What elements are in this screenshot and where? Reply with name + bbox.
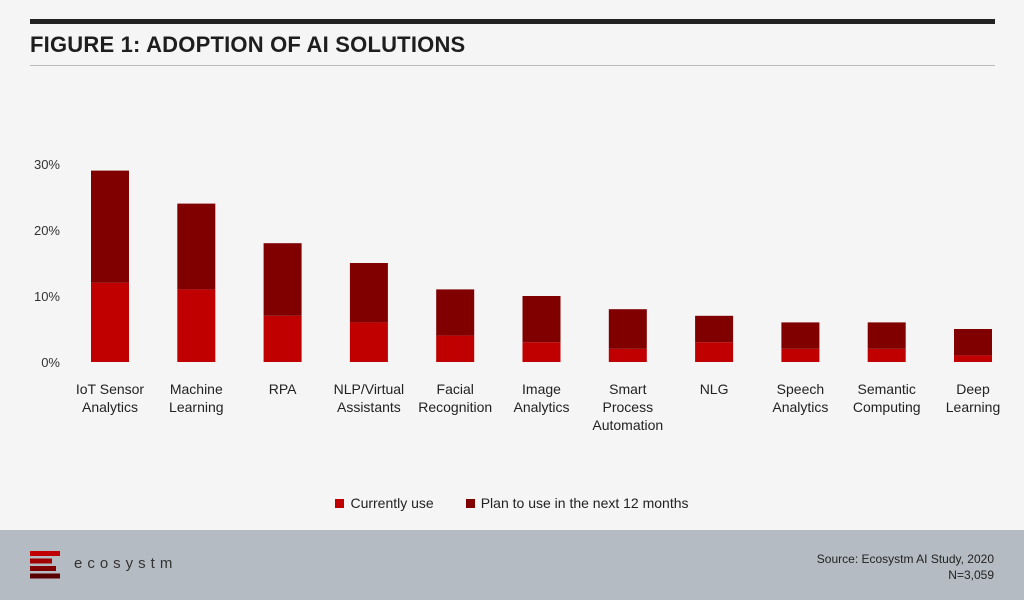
footer: ecosystm Source: Ecosystm AI Study, 2020… bbox=[0, 530, 1024, 600]
bar-currently-use bbox=[263, 315, 302, 362]
category-label: NLP/Virtual Assistants bbox=[334, 381, 405, 415]
legend: Currently use Plan to use in the next 12… bbox=[0, 495, 1024, 511]
bar-currently-use bbox=[91, 282, 129, 362]
bar-plan-to-use bbox=[695, 315, 734, 343]
category-label: Machine Learning bbox=[169, 381, 224, 415]
legend-label-currently-use: Currently use bbox=[350, 495, 434, 511]
y-tick-label: 30% bbox=[34, 157, 60, 172]
bar-currently-use bbox=[781, 348, 820, 362]
legend-item-plan-to-use: Plan to use in the next 12 months bbox=[465, 495, 689, 511]
source-text: Source: Ecosystm AI Study, 2020 bbox=[816, 552, 994, 566]
bar-currently-use bbox=[695, 342, 734, 362]
category-label: Deep Learning bbox=[946, 381, 1001, 415]
legend-swatch-currently-use bbox=[335, 498, 345, 508]
sample-size: N=3,059 bbox=[948, 568, 994, 582]
title-divider bbox=[30, 65, 995, 66]
bar-currently-use bbox=[349, 322, 388, 362]
category-label: Smart Process Automation bbox=[592, 381, 663, 433]
chart-title: FIGURE 1: ADOPTION OF AI SOLUTIONS bbox=[30, 32, 466, 57]
bar-currently-use bbox=[954, 355, 992, 362]
bar-plan-to-use bbox=[781, 322, 820, 349]
bar-plan-to-use bbox=[867, 322, 906, 349]
legend-swatch-plan-to-use bbox=[465, 498, 475, 508]
top-rule bbox=[30, 19, 995, 24]
bar-plan-to-use bbox=[91, 170, 129, 283]
ecosystm-logo-icon bbox=[30, 551, 60, 579]
category-label: IoT Sensor Analytics bbox=[76, 381, 145, 415]
logo-text: ecosystm bbox=[74, 555, 178, 572]
category-label: Image Analytics bbox=[513, 381, 569, 415]
bar-currently-use bbox=[608, 348, 647, 362]
category-label: Facial Recognition bbox=[418, 381, 492, 415]
y-tick-label: 10% bbox=[34, 289, 60, 304]
bar-currently-use bbox=[436, 335, 475, 362]
category-label: Semantic Computing bbox=[853, 381, 921, 415]
category-label: NLG bbox=[700, 381, 729, 397]
source-note: Source: Ecosystm AI Study, 2020 N=3,059 bbox=[817, 551, 994, 583]
bar-currently-use bbox=[867, 348, 906, 362]
chart: 0% 10% 20% 30% IoT Sensor Analytics Machine Lea… bbox=[34, 157, 1001, 433]
legend-item-currently-use: Currently use bbox=[335, 495, 434, 511]
legend-label-plan-to-use: Plan to use in the next 12 months bbox=[480, 495, 689, 511]
category-label: RPA bbox=[269, 381, 297, 397]
bar-plan-to-use bbox=[177, 203, 216, 290]
bar-plan-to-use bbox=[954, 329, 992, 356]
bar-plan-to-use bbox=[263, 243, 302, 316]
bar-plan-to-use bbox=[608, 309, 647, 349]
category-label: Speech Analytics bbox=[772, 381, 828, 415]
bar-plan-to-use bbox=[522, 296, 561, 343]
bar-plan-to-use bbox=[349, 263, 388, 323]
bar-plan-to-use bbox=[436, 289, 475, 336]
bar-currently-use bbox=[522, 342, 561, 362]
y-tick-label: 0% bbox=[41, 355, 60, 370]
bar-currently-use bbox=[177, 289, 216, 362]
y-tick-label: 20% bbox=[34, 223, 60, 238]
